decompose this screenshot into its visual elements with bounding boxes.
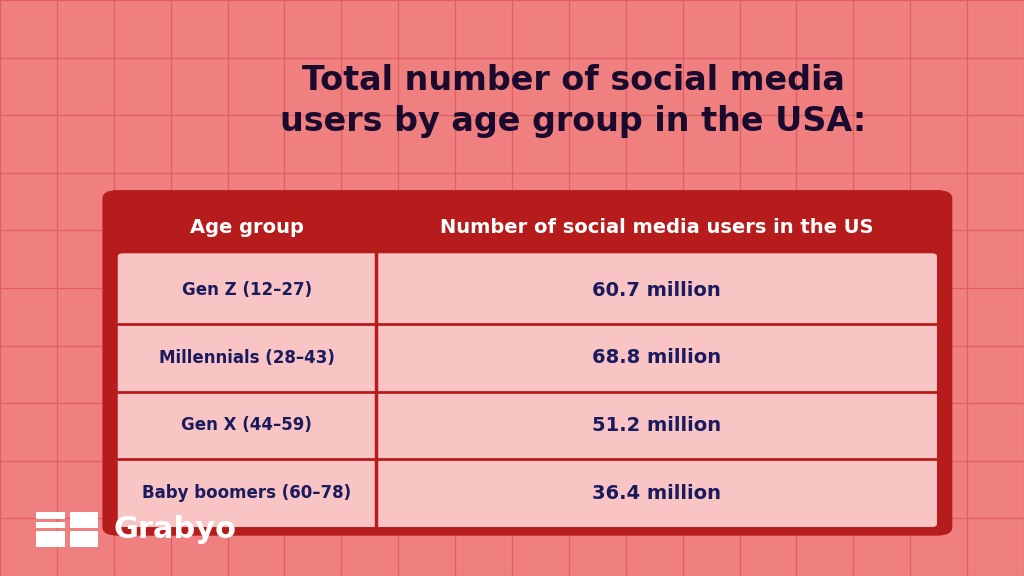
Text: Gen Z (12–27): Gen Z (12–27)	[181, 281, 312, 299]
Bar	[36, 512, 65, 518]
Text: Total number of social media
users by age group in the USA:: Total number of social media users by ag…	[281, 64, 866, 138]
FancyBboxPatch shape	[113, 196, 942, 259]
Bar	[70, 512, 98, 528]
Text: 36.4 million: 36.4 million	[592, 484, 721, 503]
Bar	[36, 522, 65, 528]
Text: 68.8 million: 68.8 million	[592, 348, 721, 367]
FancyBboxPatch shape	[102, 190, 952, 536]
FancyBboxPatch shape	[118, 253, 937, 527]
Text: Age group: Age group	[189, 218, 304, 237]
Bar	[70, 531, 98, 547]
Text: 60.7 million: 60.7 million	[592, 281, 721, 300]
Text: Millennials (28–43): Millennials (28–43)	[159, 348, 335, 367]
Text: Number of social media users in the US: Number of social media users in the US	[439, 218, 873, 237]
Text: Gen X (44–59): Gen X (44–59)	[181, 416, 312, 434]
Text: Baby boomers (60–78): Baby boomers (60–78)	[142, 484, 351, 502]
Text: 51.2 million: 51.2 million	[592, 416, 721, 435]
Bar	[36, 531, 65, 547]
Text: Grabyo: Grabyo	[114, 515, 237, 544]
